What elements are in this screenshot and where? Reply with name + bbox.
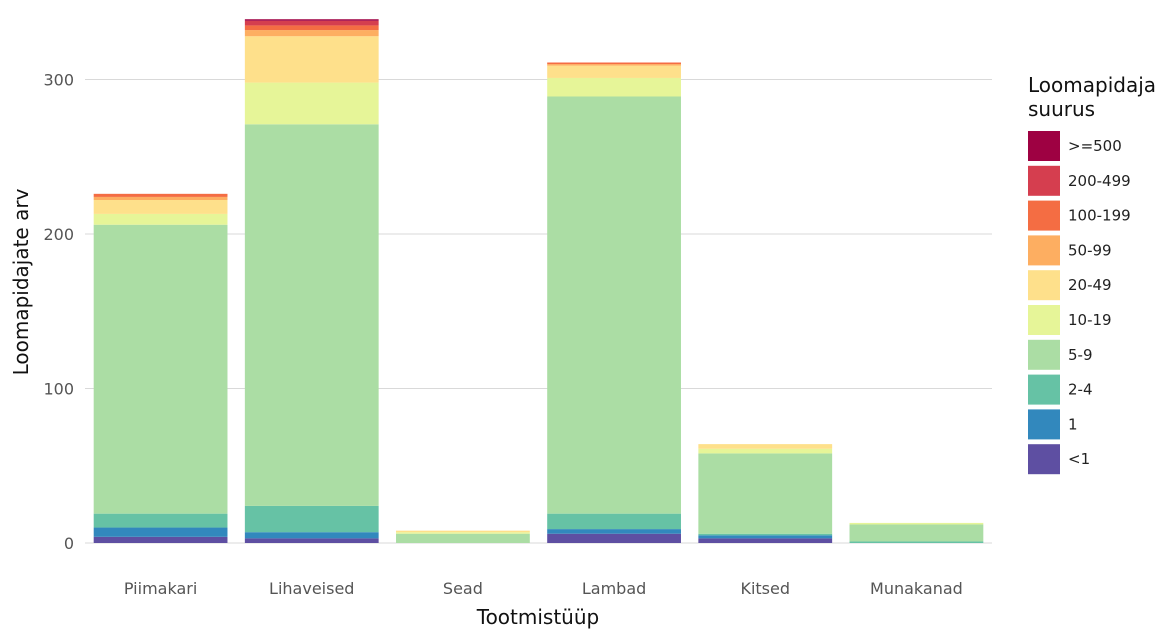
- legend-label: 200-499: [1068, 172, 1131, 190]
- x-tick-label: Lihaveised: [269, 579, 354, 598]
- legend-swatch: [1028, 235, 1060, 266]
- bar-segment: [849, 524, 984, 542]
- bar-segment: [244, 25, 379, 31]
- bar-segment: [849, 541, 984, 543]
- legend-swatch: [1028, 305, 1060, 335]
- bar-segment: [698, 453, 833, 534]
- bar-segment: [396, 532, 530, 534]
- bar-segment: [547, 64, 681, 66]
- y-tick-label: 0: [64, 534, 74, 553]
- bar-segment: [547, 96, 681, 514]
- bars: [93, 19, 984, 543]
- x-tick-label: Sead: [443, 579, 483, 598]
- bar-segment: [396, 533, 530, 543]
- y-tick-label: 300: [43, 71, 74, 90]
- bar-segment: [547, 77, 681, 97]
- bar-segment: [93, 513, 228, 528]
- x-tick-label: Piimakari: [124, 579, 197, 598]
- legend-swatch: [1028, 339, 1060, 370]
- bar-segment: [244, 124, 379, 506]
- legend-label: 50-99: [1068, 241, 1112, 259]
- bar-segment: [698, 538, 833, 543]
- bar-segment: [244, 505, 379, 533]
- bar-segment: [547, 513, 681, 530]
- legend-title: suurus: [1028, 97, 1095, 121]
- bar-segment: [244, 82, 379, 125]
- legend-label: <1: [1068, 450, 1090, 468]
- bar-segment: [698, 444, 833, 449]
- bar-segment: [547, 529, 681, 534]
- bar-segment: [244, 538, 379, 543]
- legend-label: 5-9: [1068, 346, 1093, 364]
- bar-segment: [849, 522, 984, 525]
- legend-swatch: [1028, 374, 1060, 405]
- bar-segment: [93, 527, 228, 537]
- y-axis-title: Loomapidajate arv: [9, 188, 33, 375]
- x-tick-label: Lambad: [582, 579, 646, 598]
- bar-segment: [547, 533, 681, 543]
- gridlines: [85, 79, 992, 544]
- bar-segment: [244, 20, 379, 26]
- x-axis-title: Tootmistüüp: [476, 605, 599, 629]
- legend-swatch: [1028, 270, 1060, 301]
- bar-segment: [93, 536, 228, 543]
- x-tick-label: Munakanad: [870, 579, 963, 598]
- y-tick-label: 100: [43, 380, 74, 399]
- bar-segment: [698, 448, 833, 454]
- bar-segment: [698, 533, 833, 536]
- bar-segment: [547, 65, 681, 78]
- bar-segment: [93, 193, 228, 197]
- bar-segment: [93, 200, 228, 214]
- legend-swatch: [1028, 444, 1060, 475]
- bar-segment: [244, 19, 379, 21]
- bar-segment: [93, 196, 228, 201]
- legend-swatch: [1028, 165, 1060, 196]
- legend-label: >=500: [1068, 137, 1122, 155]
- bar-segment: [244, 30, 379, 37]
- x-tick-label: Kitsed: [740, 579, 790, 598]
- bar-segment: [244, 532, 379, 539]
- legend-swatch: [1028, 200, 1060, 231]
- bar-segment: [396, 530, 530, 533]
- legend-label: 100-199: [1068, 207, 1131, 225]
- legend-label: 2-4: [1068, 381, 1093, 399]
- bar-segment: [547, 62, 681, 65]
- bar-segment: [244, 36, 379, 83]
- legend-swatch: [1028, 409, 1060, 440]
- bar-segment: [93, 213, 228, 225]
- legend-label: 1: [1068, 415, 1078, 433]
- y-axis-ticks: 0 100 200 300: [43, 71, 74, 554]
- legend-title: Loomapidaja: [1028, 73, 1155, 97]
- bar-segment: [698, 535, 833, 539]
- y-tick-label: 200: [43, 225, 74, 244]
- bar-segment: [93, 224, 228, 514]
- legend-label: 10-19: [1068, 311, 1112, 329]
- legend-swatch: [1028, 131, 1060, 161]
- x-axis-ticks: Piimakari Lihaveised Sead Lambad Kitsed Munak…: [124, 579, 963, 598]
- legend-label: 20-49: [1068, 276, 1112, 294]
